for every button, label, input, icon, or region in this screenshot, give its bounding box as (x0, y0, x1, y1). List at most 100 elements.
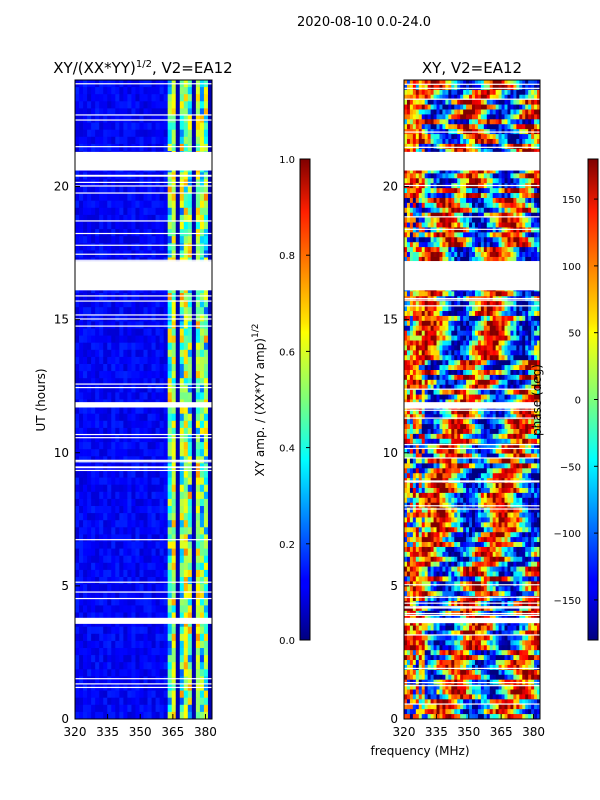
heatmap-cell (436, 99, 440, 105)
heatmap-cell (123, 413, 128, 422)
heatmap-cell (107, 527, 112, 535)
heatmap-cell (430, 197, 434, 204)
heatmap-cell (421, 188, 426, 194)
heatmap-cell (107, 94, 112, 102)
heatmap-cell (183, 392, 189, 400)
heatmap-cell (115, 690, 120, 699)
heatmap-cell (203, 87, 209, 95)
heatmap-cell (95, 626, 100, 635)
heatmap-cell (155, 612, 161, 620)
heatmap-cell (489, 242, 494, 248)
heatmap-cell (474, 193, 479, 199)
heatmap-cell (415, 256, 420, 263)
heatmap-cell (167, 605, 173, 613)
heatmap-cell (107, 420, 112, 429)
heatmap-cell (418, 173, 423, 179)
heatmap-cell (127, 129, 132, 138)
heatmap-cell (187, 640, 193, 649)
heatmap-cell (415, 193, 420, 199)
heatmap-cell (191, 513, 197, 521)
heatmap-cell (531, 232, 535, 238)
heatmap-cell (75, 378, 80, 386)
missing-data-gap (75, 261, 212, 291)
heatmap-cell (151, 222, 156, 230)
heatmap-cell (187, 577, 193, 585)
heatmap-cell (175, 207, 181, 216)
heatmap-cell (492, 256, 497, 263)
heatmap-cell (115, 562, 120, 571)
heatmap-cell (507, 99, 511, 105)
heatmap-cell (187, 243, 193, 251)
heatmap-cell (163, 364, 169, 372)
heatmap-cell (79, 115, 84, 123)
heatmap-cell (175, 626, 181, 635)
heatmap-cell (99, 669, 104, 677)
heatmap-cell (143, 534, 148, 542)
heatmap-cell (501, 80, 505, 86)
heatmap-cell (183, 214, 189, 223)
heatmap-cell (474, 188, 479, 194)
heatmap-cell (167, 87, 173, 95)
heatmap-cell (424, 138, 429, 145)
heatmap-cell (199, 484, 205, 493)
heatmap-cell (183, 506, 189, 514)
heatmap-cell (457, 222, 461, 228)
heatmap-cell (75, 591, 80, 599)
heatmap-cell (123, 484, 128, 493)
heatmap-cell (430, 104, 434, 110)
heatmap-cell (103, 229, 108, 237)
heatmap-cell (537, 222, 541, 228)
heatmap-cell (195, 655, 201, 663)
heatmap-cell (103, 633, 108, 642)
heatmap-cell (143, 506, 148, 514)
heatmap-cell (415, 178, 420, 184)
heatmap-cell (424, 252, 429, 258)
heatmap-cell (404, 143, 408, 150)
heatmap-cell (404, 202, 408, 209)
heatmap-cell (147, 236, 152, 244)
heatmap-cell (187, 87, 193, 95)
heatmap-cell (103, 385, 108, 393)
heatmap-cell (534, 109, 538, 115)
heatmap-cell (135, 200, 140, 209)
heatmap-cell (412, 119, 417, 125)
heatmap-cell (107, 477, 112, 486)
heatmap-cell (495, 252, 500, 258)
heatmap-cell (474, 89, 479, 96)
heatmap-cell (466, 193, 470, 199)
heatmap-cell (147, 115, 152, 123)
heatmap-cell (483, 173, 488, 179)
heatmap-cell (480, 173, 485, 179)
heatmap-cell (159, 314, 165, 322)
heatmap-cell (139, 484, 144, 493)
heatmap-cell (474, 202, 479, 209)
heatmap-cell (495, 124, 500, 130)
heatmap-cell (167, 222, 173, 230)
heatmap-cell (191, 577, 197, 585)
heatmap-cell (445, 193, 449, 199)
heatmap-cell (163, 477, 169, 486)
heatmap-cell (143, 442, 148, 450)
heatmap-cell (159, 442, 165, 450)
heatmap-cell (448, 168, 452, 174)
heatmap-cell (75, 477, 80, 486)
heatmap-cell (131, 520, 136, 528)
heatmap-cell (147, 364, 152, 372)
heatmap-cell (159, 662, 165, 670)
heatmap-cell (495, 99, 500, 105)
heatmap-cell (99, 129, 104, 138)
heatmap-cell (139, 321, 144, 329)
heatmap-cell (83, 186, 88, 194)
heatmap-cell (406, 202, 411, 209)
heatmap-cell (513, 143, 517, 150)
heatmap-cell (489, 202, 494, 209)
heatmap-cell (519, 193, 523, 199)
heatmap-cell (454, 232, 458, 238)
heatmap-cell (195, 569, 201, 578)
heatmap-cell (469, 94, 473, 101)
heatmap-cell (474, 252, 479, 258)
heatmap-cell (91, 541, 96, 549)
heatmap-cell (183, 300, 189, 308)
heatmap-cell (99, 406, 104, 415)
heatmap-cell (187, 115, 193, 123)
